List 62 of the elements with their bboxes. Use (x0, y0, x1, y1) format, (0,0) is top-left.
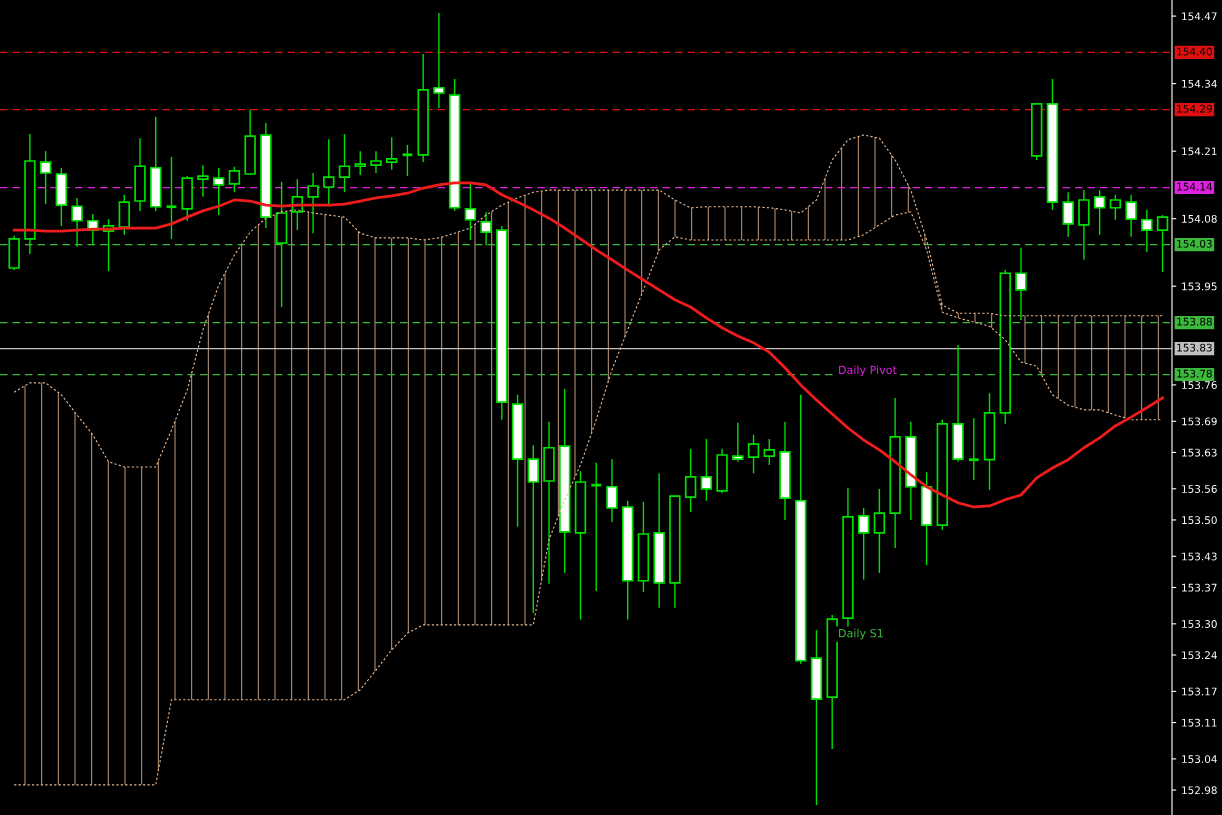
candlestick (165, 156, 178, 240)
candlestick (779, 421, 791, 521)
y-tick-label: 154.34 (1182, 79, 1217, 88)
y-tick-label: 153.56 (1182, 485, 1217, 493)
y-tick-label: 153.95 (1182, 282, 1217, 291)
annotation: Daily Pivot (839, 365, 897, 377)
y-tick-label: 153.63 (1182, 448, 1217, 457)
candlestick (433, 12, 445, 109)
y-tick-label: 153.50 (1182, 516, 1217, 525)
ref-line-label: 154.40 (1177, 47, 1212, 56)
candlestick (559, 388, 571, 574)
candlestick (905, 421, 917, 521)
ref-line-label: 153.78 (1177, 369, 1212, 378)
y-tick-label: 153.69 (1182, 417, 1217, 426)
candlestick (480, 211, 492, 246)
candlestick (1125, 194, 1137, 238)
candlestick (589, 462, 603, 592)
ref-line-label: 154.14 (1177, 182, 1213, 191)
y-tick-label: 153.37 (1182, 583, 1217, 592)
candlestick (496, 225, 508, 421)
y-tick-label: 153.04 (1182, 755, 1217, 764)
candlestick (732, 422, 744, 463)
candlestick (606, 458, 618, 523)
y-tick-label: 153.17 (1182, 687, 1217, 696)
candlestick (983, 392, 996, 491)
y-tick-label: 153.76 (1182, 381, 1217, 390)
candlestick (952, 344, 964, 463)
candlestick (653, 472, 665, 609)
ref-line-label: 153.88 (1177, 317, 1212, 326)
ref-line-label: 154.29 (1177, 104, 1212, 113)
candlestick (967, 417, 981, 481)
candlestick (1062, 191, 1074, 238)
y-tick-label: 152.98 (1182, 786, 1217, 795)
candlestick (275, 181, 288, 308)
y-tick-label: 153.11 (1182, 718, 1217, 727)
candlestick (873, 488, 886, 574)
y-tick-label: 153.30 (1182, 620, 1217, 628)
candlestick (260, 122, 272, 229)
candlestick (810, 629, 823, 806)
annotation: Daily S1 (839, 628, 883, 640)
y-tick-label: 154.08 (1182, 214, 1217, 223)
candlestick (543, 421, 555, 585)
candlestick (417, 53, 429, 163)
candlestick (1141, 209, 1153, 253)
candlestick (1015, 247, 1027, 321)
line-series (12, 181, 1164, 509)
candlestick (71, 197, 83, 248)
y-tick-label: 153.43 (1182, 552, 1217, 561)
candlestick (889, 397, 901, 549)
candlestick (307, 172, 319, 234)
candlestick (464, 182, 477, 241)
candlestick (24, 133, 36, 255)
y-tick-label: 154.21 (1182, 147, 1217, 156)
candlestick (370, 150, 382, 174)
candlestick (197, 164, 209, 198)
y-tick-label: 153.24 (1182, 651, 1217, 660)
candlestick (1078, 189, 1090, 261)
candlestick (323, 138, 335, 206)
candlestick (134, 137, 146, 212)
ref-line-label: 153.83 (1177, 343, 1212, 352)
ref-line-label: 154.03 (1177, 239, 1212, 248)
y-tick-label: 154.47 (1182, 12, 1217, 21)
